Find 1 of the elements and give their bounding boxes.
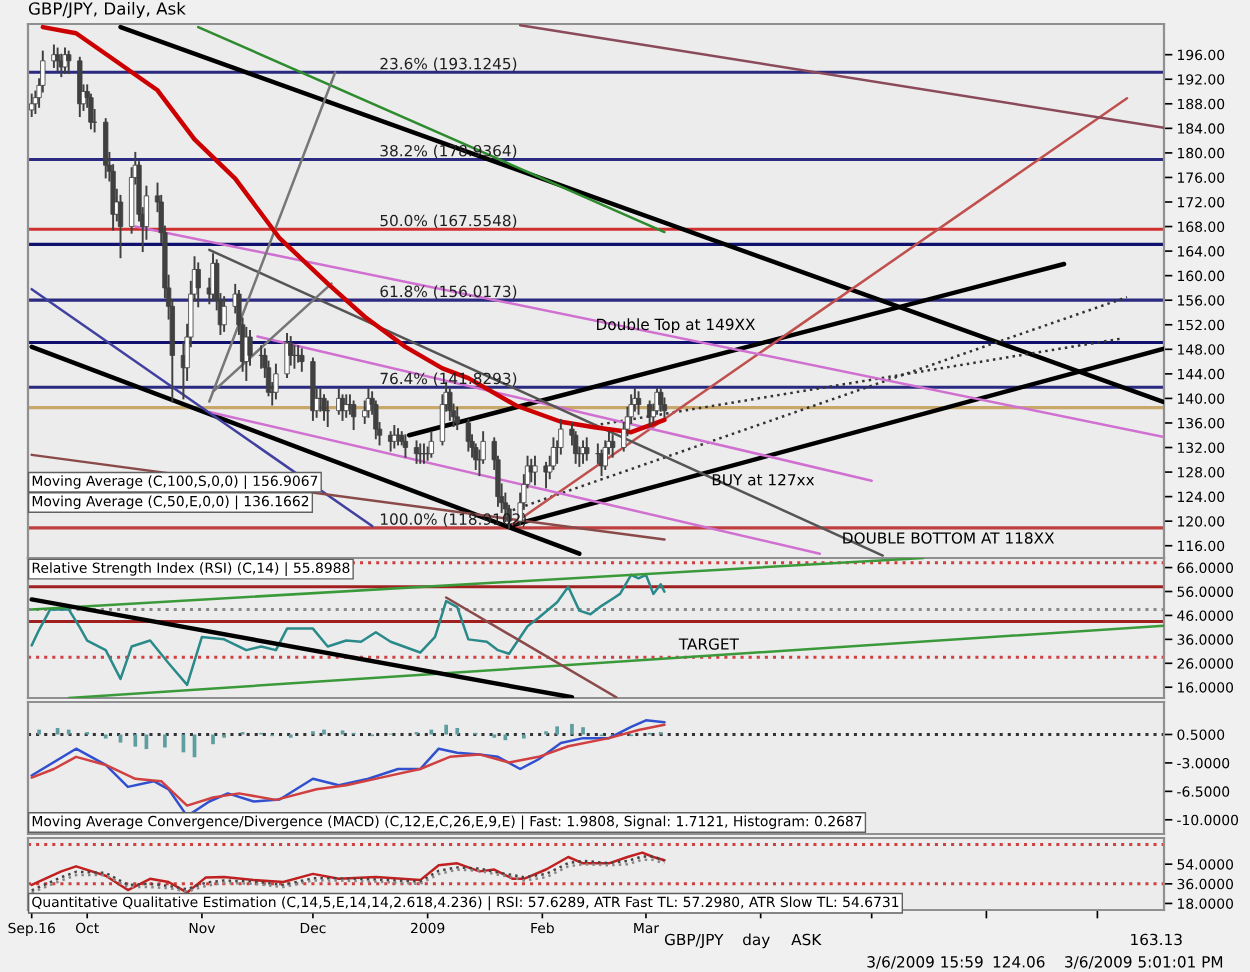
chart-title: GBP/JPY, Daily, Ask bbox=[28, 1, 186, 19]
